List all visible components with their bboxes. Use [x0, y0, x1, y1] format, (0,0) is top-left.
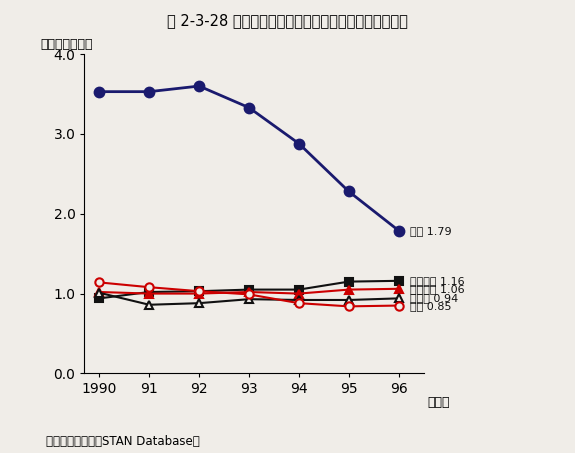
Text: 第 2-3-28 図　主要国のハイテク産業貿易収支比の推移: 第 2-3-28 図 主要国のハイテク産業貿易収支比の推移 [167, 14, 408, 29]
Text: イギリス 1.06: イギリス 1.06 [410, 284, 465, 294]
Text: 日本 1.79: 日本 1.79 [410, 226, 451, 236]
Text: フランス 1.16: フランス 1.16 [410, 276, 465, 286]
Text: 資料：ＯＥＣＤ『STAN Database』: 資料：ＯＥＣＤ『STAN Database』 [46, 435, 200, 448]
Text: （輸出／輸入）: （輸出／輸入） [40, 38, 93, 51]
Text: 米国 0.85: 米国 0.85 [410, 300, 451, 311]
Text: ドイツ 0.94: ドイツ 0.94 [410, 294, 458, 304]
Text: （年）: （年） [427, 396, 450, 409]
